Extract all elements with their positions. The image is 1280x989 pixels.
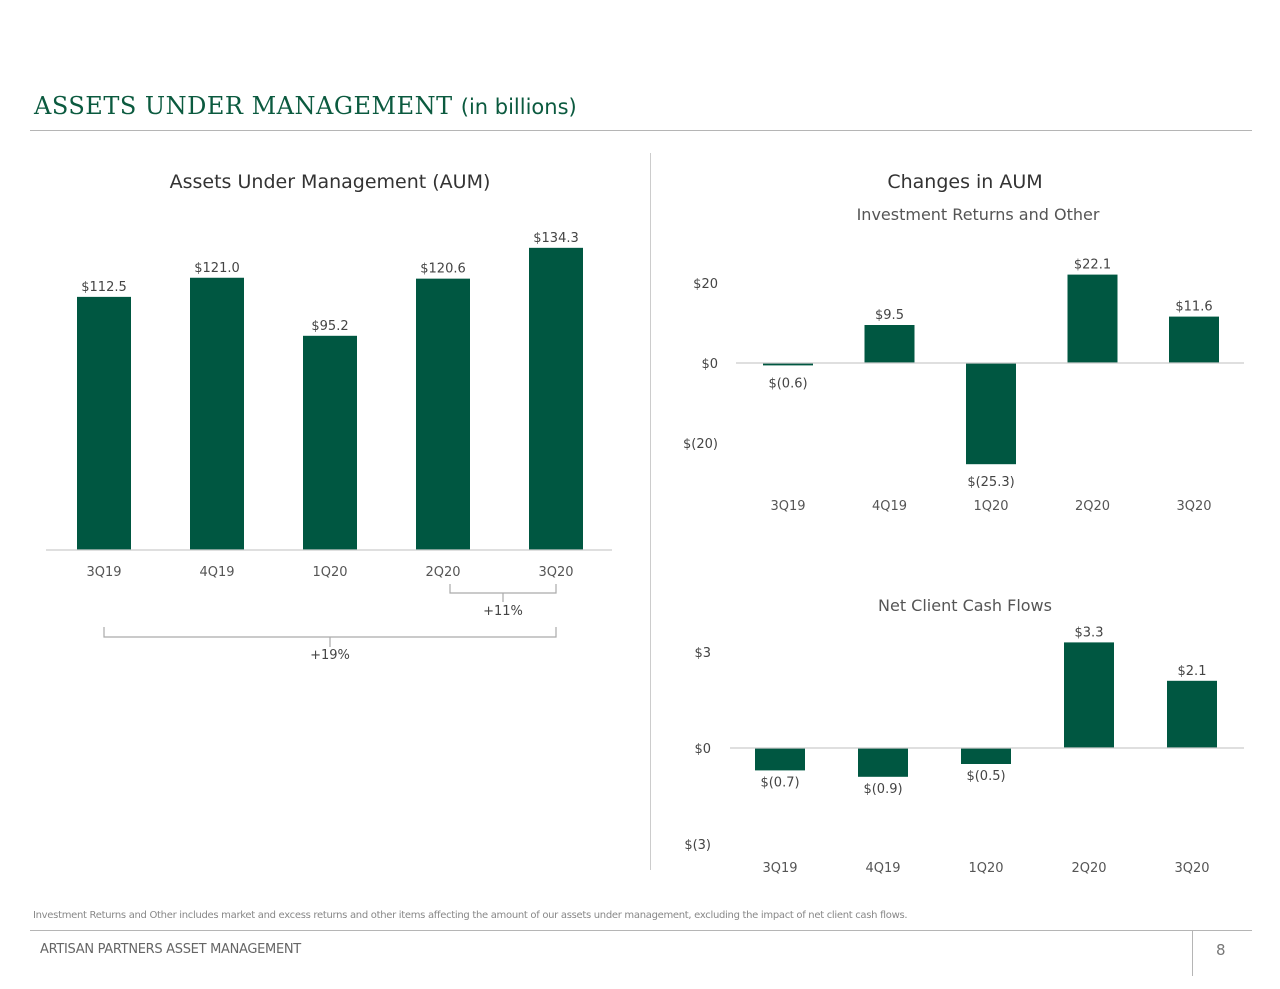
bar-3Q20 xyxy=(1169,316,1219,363)
footnote: Investment Returns and Other includes ma… xyxy=(33,910,908,921)
bar-1Q20 xyxy=(961,748,1011,764)
bar-2Q20 xyxy=(416,278,470,550)
bar-4Q19 xyxy=(190,277,244,550)
category-label: 1Q20 xyxy=(968,861,1003,876)
data-label: $2.1 xyxy=(1178,664,1207,679)
category-label: 1Q20 xyxy=(973,499,1008,514)
growth-label: +19% xyxy=(310,648,350,663)
data-label: $112.5 xyxy=(81,280,127,295)
category-label: 1Q20 xyxy=(312,565,347,580)
bar-3Q20 xyxy=(1167,680,1217,748)
category-label: 3Q19 xyxy=(86,565,121,580)
category-label: 2Q20 xyxy=(1071,861,1106,876)
chart-subtitle: Net Client Cash Flows xyxy=(878,596,1052,615)
category-label: 4Q19 xyxy=(199,565,234,580)
y-tick-label: $(20) xyxy=(683,437,718,452)
category-label: 4Q19 xyxy=(865,861,900,876)
bar-2Q20 xyxy=(1064,642,1114,748)
data-label: $(25.3) xyxy=(967,475,1014,490)
category-label: 3Q20 xyxy=(538,565,573,580)
panel-divider xyxy=(650,153,651,870)
data-label: $3.3 xyxy=(1075,625,1104,640)
header-divider xyxy=(30,130,1252,131)
category-label: 4Q19 xyxy=(872,499,907,514)
y-tick-label: $(3) xyxy=(684,838,711,853)
footer-page-divider xyxy=(1192,931,1193,976)
page-title: ASSETS UNDER MANAGEMENT (in billions) xyxy=(34,92,577,120)
bar-3Q19 xyxy=(763,363,813,366)
bar-2Q20 xyxy=(1067,274,1118,363)
data-label: $(0.5) xyxy=(966,769,1005,784)
page-number: 8 xyxy=(1216,941,1226,959)
bar-4Q19 xyxy=(864,325,915,363)
growth-label: +11% xyxy=(483,604,523,619)
category-label: 2Q20 xyxy=(1075,499,1110,514)
data-label: $134.3 xyxy=(533,231,579,246)
data-label: $(0.9) xyxy=(863,782,902,797)
chart-title: Changes in AUM xyxy=(887,171,1042,193)
y-tick-label: $3 xyxy=(694,646,711,661)
chart-subtitle: Investment Returns and Other xyxy=(857,205,1100,224)
data-label: $22.1 xyxy=(1074,258,1111,273)
footer-divider xyxy=(30,930,1252,931)
footer-company: ARTISAN PARTNERS ASSET MANAGEMENT xyxy=(40,942,301,957)
data-label: $11.6 xyxy=(1175,300,1212,315)
category-label: 2Q20 xyxy=(425,565,460,580)
growth-bracket xyxy=(449,584,557,602)
data-label: $120.6 xyxy=(420,262,466,277)
bar-3Q19 xyxy=(77,296,131,550)
title-unit: (in billions) xyxy=(460,95,577,119)
growth-bracket xyxy=(103,627,557,647)
data-label: $121.0 xyxy=(194,261,240,276)
category-label: 3Q20 xyxy=(1176,499,1211,514)
data-label: $95.2 xyxy=(311,319,348,334)
title-main: ASSETS UNDER MANAGEMENT xyxy=(34,92,453,120)
chart-title: Assets Under Management (AUM) xyxy=(170,171,491,193)
data-label: $(0.7) xyxy=(760,775,799,790)
bar-1Q20 xyxy=(303,335,357,550)
bar-1Q20 xyxy=(966,363,1016,465)
bar-3Q19 xyxy=(755,748,805,771)
bar-4Q19 xyxy=(858,748,908,777)
category-label: 3Q19 xyxy=(762,861,797,876)
category-label: 3Q20 xyxy=(1174,861,1209,876)
category-label: 3Q19 xyxy=(770,499,805,514)
y-tick-label: $0 xyxy=(701,357,718,372)
data-label: $9.5 xyxy=(875,308,904,323)
bar-3Q20 xyxy=(529,247,583,550)
y-tick-label: $0 xyxy=(694,742,711,757)
data-label: $(0.6) xyxy=(768,376,807,391)
y-tick-label: $20 xyxy=(693,277,718,292)
